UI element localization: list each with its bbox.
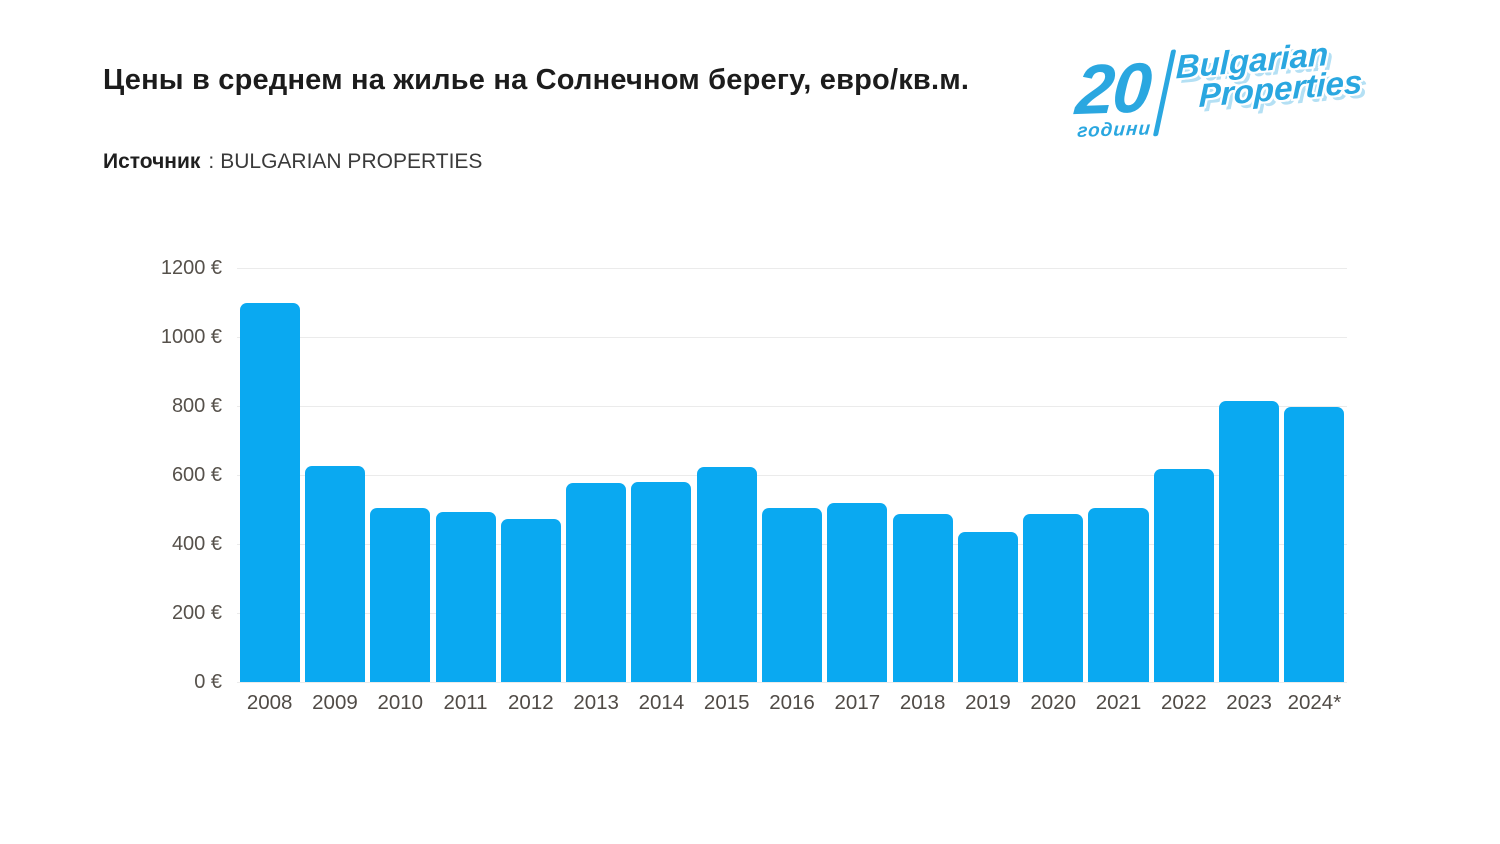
bar-2016 <box>761 508 823 682</box>
x-axis-label-2019: 2019 <box>965 691 1011 714</box>
x-axis-label-2013: 2013 <box>573 691 619 714</box>
bar-2023 <box>1219 400 1280 682</box>
x-axis-label-2021: 2021 <box>1095 691 1142 714</box>
source-value: BULGARIAN PROPERTIES <box>220 150 483 173</box>
page-title: Цены в среднем на жилье на Солнечном бер… <box>103 64 970 96</box>
bar-slot <box>759 268 824 682</box>
bar-slot <box>237 268 302 682</box>
x-axis-label-2017: 2017 <box>834 691 881 714</box>
bar-slot <box>433 268 498 682</box>
bar-2009 <box>304 466 365 682</box>
gridline <box>237 405 1347 407</box>
bar-2014 <box>631 481 692 682</box>
bar-slot <box>1151 268 1216 682</box>
bar-2013 <box>566 482 627 682</box>
bar-2015 <box>696 467 757 682</box>
gridline <box>237 268 1347 269</box>
x-axis-label-2014: 2014 <box>638 691 685 714</box>
x-axis-label-2009: 2009 <box>312 691 358 714</box>
x-axis-label-2023: 2023 <box>1226 691 1272 714</box>
bar-slot <box>825 268 890 682</box>
bar-2019 <box>957 531 1018 682</box>
bar-2020 <box>1023 513 1084 682</box>
y-axis-tick-label: 400 € <box>171 532 222 555</box>
x-axis-label-2022: 2022 <box>1161 691 1207 714</box>
bar-2024* <box>1284 407 1345 682</box>
source-label: Источник <box>103 150 201 173</box>
gridline <box>237 682 1347 683</box>
bar-slot <box>368 268 433 682</box>
y-axis: 1200 € 1000 € 800 € 600 € 400 € 200 € 0 € <box>0 257 222 693</box>
bar-slot <box>1216 268 1281 682</box>
x-axis: 2008 2009 2010 2011 2012 2013 2014 2015 2016 2017… <box>237 691 1347 715</box>
x-axis-label-2020: 2020 <box>1030 691 1077 714</box>
bar-slot <box>563 268 628 682</box>
x-axis-label-2015: 2015 <box>703 691 750 714</box>
source-separator: : <box>208 150 215 173</box>
logo-anniversary: 20 години <box>1073 48 1153 143</box>
x-axis-label-2010: 2010 <box>377 691 424 714</box>
x-axis-label-2012: 2012 <box>508 691 554 714</box>
bar-2008 <box>239 302 300 682</box>
plot-area <box>237 268 1347 683</box>
x-axis-label-2011: 2011 <box>443 691 488 714</box>
bar-slot <box>1282 268 1347 682</box>
bar-2011 <box>435 512 496 682</box>
bar-slot <box>1086 268 1151 682</box>
bar-slot <box>629 268 694 682</box>
source-line: Источник: BULGARIAN PROPERTIES <box>103 150 482 174</box>
bar-slot <box>955 268 1020 682</box>
bar-slot <box>694 268 759 682</box>
y-axis-tick-label: 1200 € <box>160 257 222 279</box>
bar-slot <box>1021 268 1086 682</box>
bar-series <box>237 268 1347 682</box>
bulgarian-properties-logo: 20 години Bulgarian Properties <box>1073 35 1363 143</box>
gridline <box>237 475 1347 476</box>
bar-2022 <box>1153 469 1214 682</box>
y-axis-tick-label: 800 € <box>171 394 222 417</box>
logo-brand-name: Bulgarian Properties <box>1175 35 1362 114</box>
y-axis-tick-label: 1000 € <box>160 325 222 348</box>
x-axis-label-2008: 2008 <box>246 691 293 714</box>
bar-slot <box>302 268 367 682</box>
bar-slot <box>890 268 955 682</box>
logo-anniversary-number: 20 <box>1073 48 1153 130</box>
bar-2012 <box>500 519 561 682</box>
y-axis-tick-label: 200 € <box>171 602 222 624</box>
bar-2018 <box>892 513 953 682</box>
logo-anniversary-word: години <box>1076 118 1152 142</box>
y-axis-tick-label: 0 € <box>194 671 222 693</box>
logo-slash-divider <box>1152 49 1177 137</box>
bar-2017 <box>827 502 888 682</box>
y-axis-tick-label: 600 € <box>171 464 222 486</box>
x-axis-label-2016: 2016 <box>769 691 815 714</box>
x-axis-label-2024*: 2024* <box>1287 691 1342 714</box>
bar-slot <box>498 268 563 682</box>
gridline <box>237 336 1347 338</box>
x-axis-label-2018: 2018 <box>899 691 946 714</box>
bar-2010 <box>370 507 431 682</box>
bar-2021 <box>1088 507 1149 682</box>
